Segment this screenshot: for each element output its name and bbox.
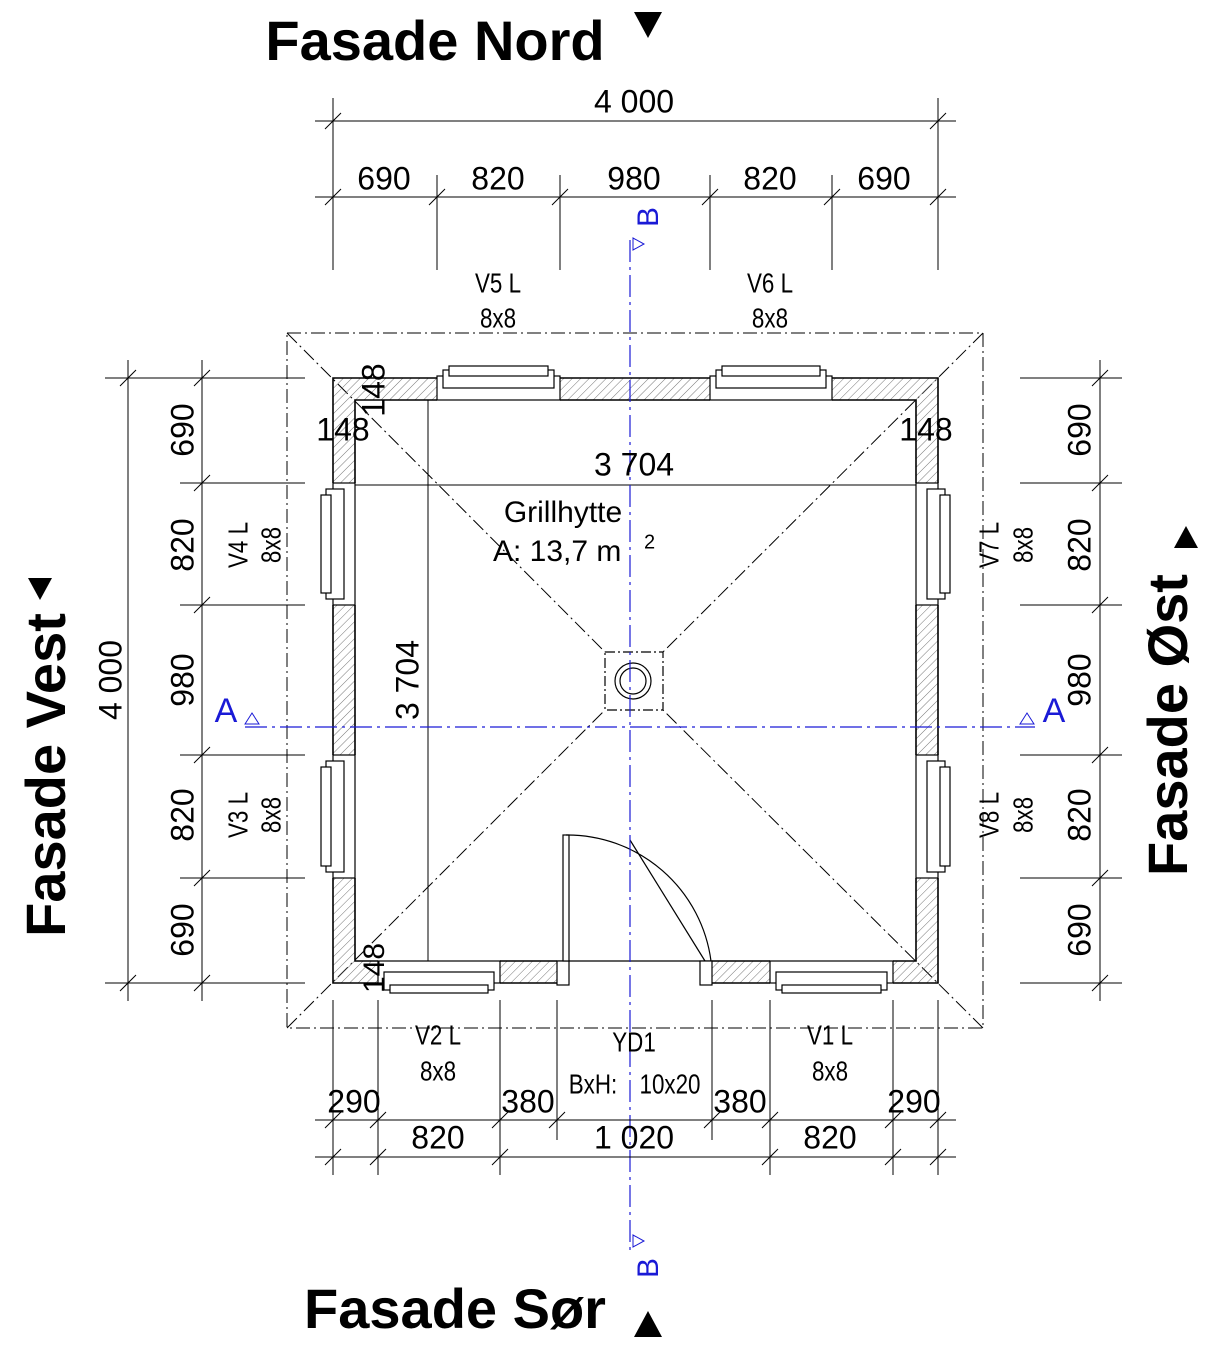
facade-arrows	[28, 12, 1198, 1337]
label: BxH:	[569, 1069, 618, 1100]
label: 820	[164, 518, 200, 571]
label: 148	[358, 943, 391, 993]
label: 820	[1061, 518, 1097, 571]
label: 980	[607, 160, 660, 196]
labels: Fasade Nord Fasade Sør Fasade Vest Fasade Ø…	[14, 9, 1199, 1340]
label: A: 13,7 m	[493, 535, 621, 568]
label: 2	[644, 531, 655, 553]
label: 3 704	[389, 640, 425, 720]
label: Fasade Nord	[265, 9, 604, 72]
label: 820	[803, 1119, 856, 1155]
windows	[320, 365, 951, 994]
inner-dimensions	[355, 400, 916, 961]
label: 8x8	[256, 797, 287, 833]
label: 8x8	[1008, 797, 1039, 833]
label: 690	[1061, 403, 1097, 456]
label: 380	[501, 1083, 554, 1119]
chimney	[604, 651, 664, 711]
label: 690	[357, 160, 410, 196]
label: V5 L	[475, 268, 521, 299]
label: 690	[857, 160, 910, 196]
label: V8 L	[974, 792, 1005, 838]
door	[556, 834, 713, 986]
label: Grillhytte	[504, 496, 622, 529]
label: 148	[316, 411, 369, 447]
label: V6 L	[747, 268, 793, 299]
label: 8x8	[752, 303, 788, 334]
label: 3 704	[594, 446, 674, 482]
label: 820	[411, 1119, 464, 1155]
label: V7 L	[974, 522, 1005, 568]
label: 820	[471, 160, 524, 196]
label: 290	[887, 1083, 940, 1119]
label: V2 L	[415, 1020, 461, 1051]
label: 10x20	[639, 1069, 700, 1100]
label: 8x8	[812, 1056, 848, 1087]
label: Fasade Øst	[1136, 574, 1199, 876]
label: 8x8	[256, 527, 287, 563]
label: 820	[1061, 788, 1097, 841]
label: B	[632, 207, 665, 227]
label: V1 L	[807, 1020, 853, 1051]
label: 690	[164, 403, 200, 456]
label: 8x8	[1008, 527, 1039, 563]
label: Fasade Sør	[304, 1277, 606, 1340]
label: V4 L	[223, 522, 254, 568]
label: 380	[713, 1083, 766, 1119]
label: YD1	[612, 1027, 656, 1058]
label: 980	[1061, 653, 1097, 706]
section-lines	[244, 237, 1035, 1250]
label: Fasade Vest	[14, 613, 77, 937]
label: 980	[164, 653, 200, 706]
label: 4 000	[594, 83, 674, 119]
label: A	[1043, 692, 1066, 730]
label: 8x8	[420, 1056, 456, 1087]
label: V3 L	[223, 792, 254, 838]
label: 820	[164, 788, 200, 841]
label: A	[215, 692, 238, 730]
label: 820	[743, 160, 796, 196]
label: 690	[164, 903, 200, 956]
label: 148	[899, 411, 952, 447]
dimension-lines	[105, 98, 1122, 1175]
label: 1 020	[594, 1119, 674, 1155]
label: 290	[327, 1083, 380, 1119]
label: 8x8	[480, 303, 516, 334]
label: 690	[1061, 903, 1097, 956]
label: 4 000	[92, 640, 128, 720]
label: B	[632, 1258, 665, 1278]
label: 148	[355, 363, 391, 416]
